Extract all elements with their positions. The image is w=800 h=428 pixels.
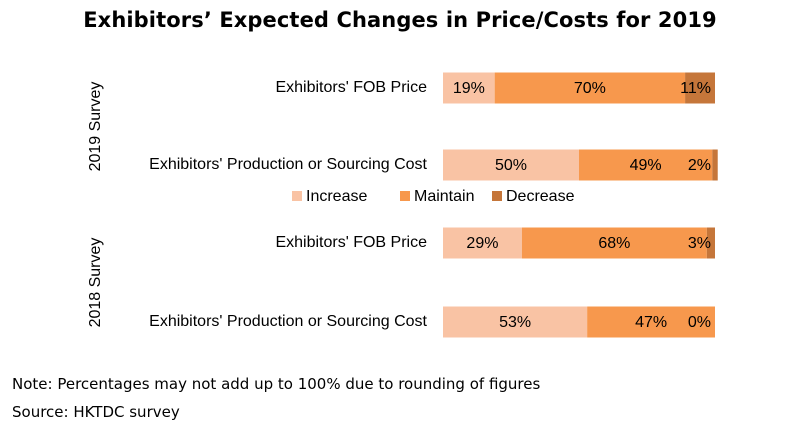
row-label: Exhibitors' FOB Price	[275, 234, 427, 251]
legend-label-maintain: Maintain	[414, 188, 474, 205]
data-label: 47%	[635, 314, 667, 331]
data-label: 3%	[688, 235, 711, 252]
bar-segment-maintain	[579, 149, 713, 181]
bar-segment-increase	[443, 227, 522, 259]
data-label: 29%	[466, 235, 498, 252]
legend-swatch-increase	[292, 191, 302, 201]
legend-label-increase: Increase	[306, 188, 367, 205]
data-label: 11%	[680, 80, 711, 97]
data-label: 70%	[574, 80, 606, 97]
legend-label-decrease: Decrease	[506, 188, 575, 205]
row-label: Exhibitors' Production or Sourcing Cost	[149, 156, 427, 173]
source-note: Source: HKTDC survey	[12, 403, 180, 421]
chart-title: Exhibitors’ Expected Changes in Price/Co…	[83, 8, 717, 32]
bar-segment-maintain	[521, 227, 707, 259]
data-label: 0%	[688, 314, 711, 331]
bar-segment-increase	[443, 149, 579, 181]
data-label: 50%	[495, 157, 527, 174]
bar-segment-decrease	[685, 72, 715, 104]
footnote: Note: Percentages may not add up to 100%…	[12, 375, 541, 393]
bar-segment-increase	[443, 306, 588, 338]
bar-segment-maintain	[587, 306, 715, 338]
legend-swatch-decrease	[492, 191, 502, 201]
row-label: Exhibitors' Production or Sourcing Cost	[149, 313, 427, 330]
data-label: 19%	[453, 80, 485, 97]
row-label: Exhibitors' FOB Price	[275, 79, 427, 96]
group-label: 2018 Survey	[87, 238, 104, 328]
data-label: 68%	[598, 235, 630, 252]
bar-segment-increase	[443, 72, 495, 104]
data-label: 53%	[499, 314, 531, 331]
bar-segment-decrease	[706, 227, 715, 259]
data-label: 49%	[630, 157, 662, 174]
bar-segment-maintain	[494, 72, 686, 104]
legend-swatch-maintain	[400, 191, 410, 201]
bar-segment-decrease	[712, 149, 718, 181]
data-label: 2%	[688, 157, 711, 174]
group-label: 2019 Survey	[87, 82, 104, 172]
